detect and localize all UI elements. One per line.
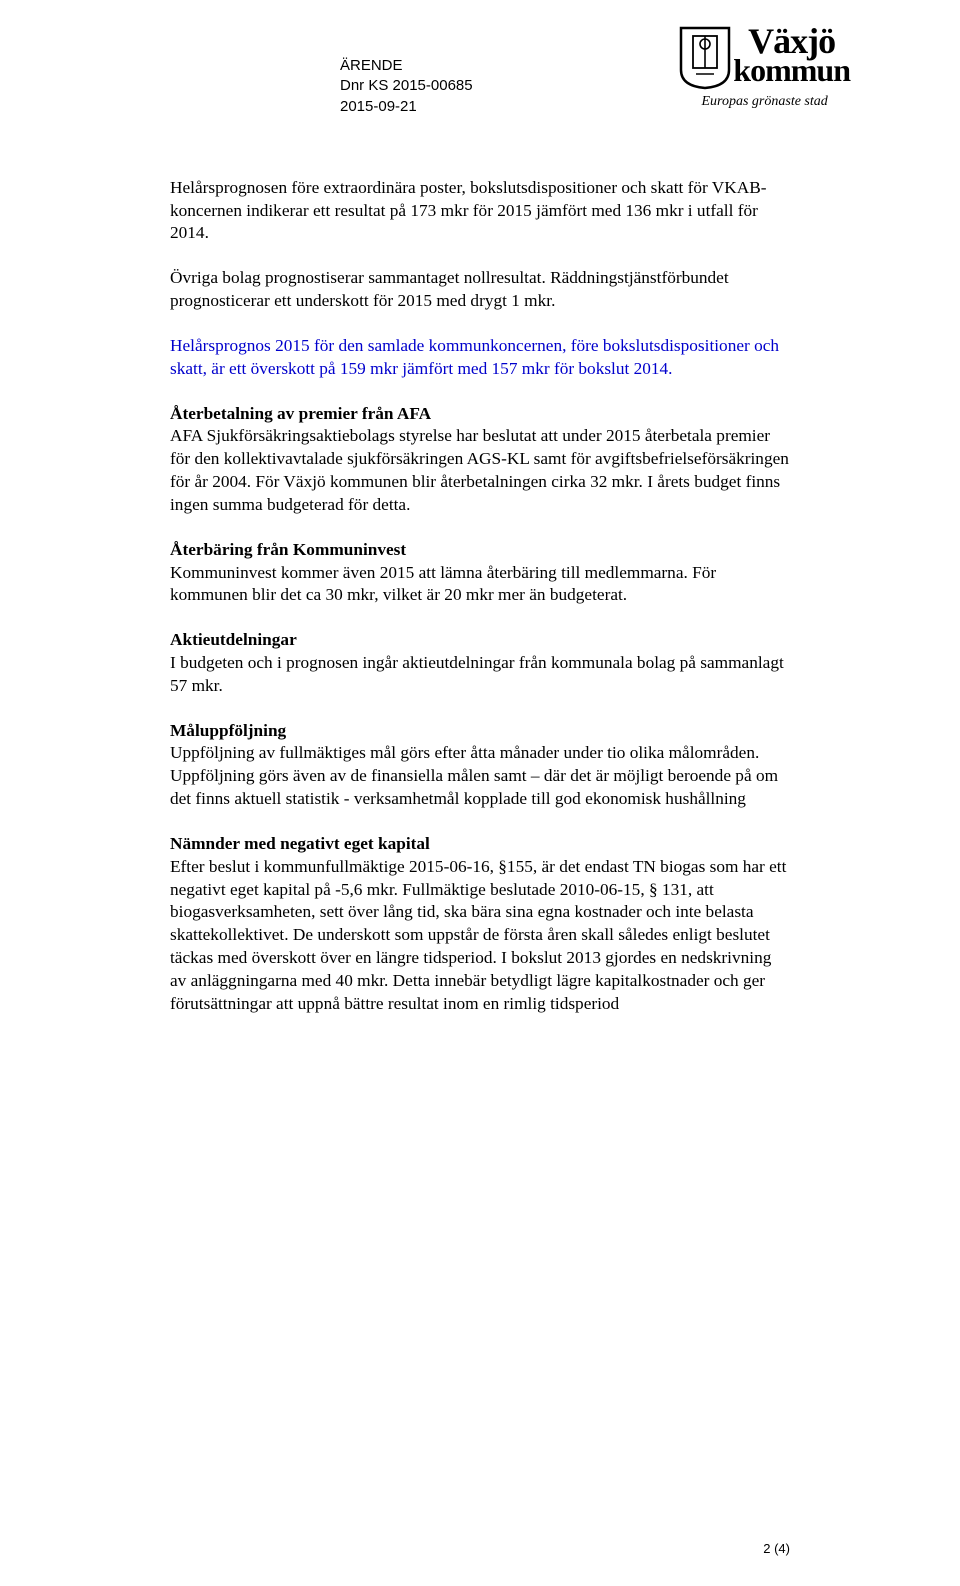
document-page: ÄRENDE Dnr KS 2015-00685 2015-09-21 Växj… bbox=[0, 0, 960, 1586]
logo-row: Växjö kommun bbox=[679, 26, 850, 90]
document-body: Helårsprognosen före extraordinära poste… bbox=[170, 177, 790, 1016]
section: Återbäring från Kommuninvest Kommuninves… bbox=[170, 539, 790, 607]
section-heading: Aktieutdelningar bbox=[170, 630, 297, 649]
paragraph: Helårsprognosen före extraordinära poste… bbox=[170, 177, 790, 245]
section-heading: Återbetalning av premier från AFA bbox=[170, 404, 431, 423]
section-body: I budgeten och i prognosen ingår aktieut… bbox=[170, 653, 784, 695]
section-heading: Återbäring från Kommuninvest bbox=[170, 540, 406, 559]
section: Måluppföljning Uppföljning av fullmäktig… bbox=[170, 720, 790, 811]
section-body: Kommuninvest kommer även 2015 att lämna … bbox=[170, 563, 716, 605]
section-body: AFA Sjukförsäkringsaktiebolags styrelse … bbox=[170, 426, 789, 513]
brand-bot: kommun bbox=[733, 57, 850, 84]
crest-icon bbox=[679, 26, 731, 90]
section-body: Efter beslut i kommunfullmäktige 2015-06… bbox=[170, 857, 786, 1013]
page-header: ÄRENDE Dnr KS 2015-00685 2015-09-21 Växj… bbox=[170, 56, 790, 117]
section-heading: Måluppföljning bbox=[170, 721, 286, 740]
brand-tagline: Europas grönaste stad bbox=[679, 94, 850, 110]
municipality-logo: Växjö kommun Europas grönaste stad bbox=[679, 26, 850, 110]
page-number: 2 (4) bbox=[763, 1541, 790, 1556]
section: Återbetalning av premier från AFA AFA Sj… bbox=[170, 403, 790, 517]
section-heading: Nämnder med negativt eget kapital bbox=[170, 834, 430, 853]
section-body: Uppföljning av fullmäktiges mål görs eft… bbox=[170, 743, 778, 808]
brand-text: Växjö kommun bbox=[733, 26, 850, 84]
paragraph: Övriga bolag prognostiserar sammantaget … bbox=[170, 267, 790, 313]
highlight-paragraph: Helårsprognos 2015 för den samlade kommu… bbox=[170, 335, 790, 381]
section: Aktieutdelningar I budgeten och i progno… bbox=[170, 629, 790, 697]
section: Nämnder med negativt eget kapital Efter … bbox=[170, 833, 790, 1016]
